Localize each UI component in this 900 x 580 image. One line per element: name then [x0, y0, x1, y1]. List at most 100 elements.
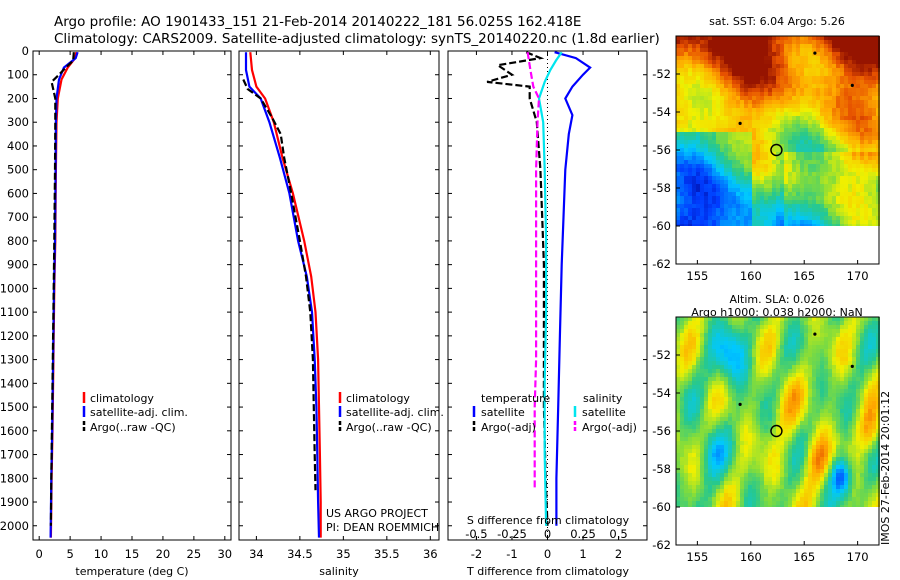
map-cell — [740, 445, 744, 449]
map-cell — [816, 88, 820, 92]
map-cell — [780, 469, 784, 473]
map-cell — [676, 357, 680, 361]
map-cell — [712, 489, 716, 493]
map-cell — [676, 136, 680, 140]
map-cell — [788, 208, 792, 212]
map-cell — [784, 473, 788, 477]
map-cell — [688, 321, 692, 325]
map-cell — [780, 192, 784, 196]
map-cell — [736, 425, 740, 429]
map-cell — [680, 164, 684, 168]
map-cell — [852, 369, 856, 373]
depth-tick-label: 1800 — [0, 471, 29, 485]
map-cell — [868, 457, 872, 461]
x-tick-label: 2 — [615, 547, 622, 561]
map-cell — [772, 369, 776, 373]
map-cell — [704, 381, 708, 385]
map-cell — [824, 389, 828, 393]
map-cell — [760, 465, 764, 469]
map-cell — [680, 409, 684, 413]
map-cell — [752, 333, 756, 337]
map-cell — [772, 473, 776, 477]
map-cell — [812, 116, 816, 120]
map-cell — [780, 325, 784, 329]
map-cell — [768, 473, 772, 477]
map-cell — [788, 457, 792, 461]
map-cell — [708, 204, 712, 208]
map-cell — [692, 224, 696, 226]
map-cell — [876, 148, 880, 152]
map-cell — [724, 361, 728, 365]
map-cell — [796, 96, 800, 100]
map-cell — [688, 493, 692, 497]
map-cell — [700, 128, 704, 132]
map-cell — [800, 192, 804, 196]
map-cell — [752, 413, 756, 417]
map-cell — [832, 397, 836, 401]
map-cell — [724, 325, 728, 329]
map-cell — [688, 461, 692, 465]
map-cell — [688, 184, 692, 188]
map-cell — [796, 329, 800, 333]
map-cell — [760, 112, 764, 116]
map-cell — [832, 104, 836, 108]
map-cell — [692, 60, 696, 64]
map-cell — [844, 405, 848, 409]
map-cell — [824, 64, 828, 68]
map-cell — [728, 80, 732, 84]
map-cell — [744, 36, 748, 40]
map-cell — [720, 465, 724, 469]
map-cell — [760, 373, 764, 377]
map-cell — [752, 180, 756, 184]
map-cell — [680, 441, 684, 445]
map-cell — [748, 100, 752, 104]
map-cell — [812, 208, 816, 212]
map-cell — [712, 68, 716, 72]
map-cell — [872, 389, 876, 393]
map-cell — [784, 152, 788, 156]
map-cell — [696, 120, 700, 124]
map-cell — [676, 337, 680, 341]
map-cell — [804, 481, 808, 485]
map-cell — [676, 200, 680, 204]
map-cell — [756, 329, 760, 333]
map-cell — [816, 325, 820, 329]
map-cell — [852, 88, 856, 92]
map-cell — [864, 192, 868, 196]
map-cell — [732, 196, 736, 200]
map-cell — [856, 417, 860, 421]
map-cell — [732, 116, 736, 120]
map-cell — [680, 192, 684, 196]
map-cell — [840, 156, 844, 160]
map-cell — [860, 112, 864, 116]
map-cell — [748, 72, 752, 76]
map-cell — [756, 116, 760, 120]
map-cell — [824, 216, 828, 220]
map-cell — [840, 168, 844, 172]
map-cell — [692, 56, 696, 60]
map-cell — [876, 365, 880, 369]
map-cell — [720, 124, 724, 128]
map-cell — [712, 333, 716, 337]
map-cell — [812, 397, 816, 401]
map-cell — [708, 104, 712, 108]
map-cell — [760, 321, 764, 325]
map-cell — [800, 212, 804, 216]
map-cell — [732, 124, 736, 128]
map-cell — [812, 56, 816, 60]
map-cell — [808, 401, 812, 405]
map-cell — [692, 68, 696, 72]
map-cell — [676, 132, 680, 136]
map-cell — [760, 56, 764, 60]
map-cell — [720, 385, 724, 389]
map-cell — [816, 56, 820, 60]
map-cell — [728, 369, 732, 373]
map-cell — [748, 160, 752, 164]
map-cell — [724, 485, 728, 489]
map-cell — [776, 477, 780, 481]
map-cell — [840, 465, 844, 469]
map-cell — [784, 321, 788, 325]
map-cell — [768, 152, 772, 156]
map-cell — [788, 148, 792, 152]
map-cell — [732, 176, 736, 180]
